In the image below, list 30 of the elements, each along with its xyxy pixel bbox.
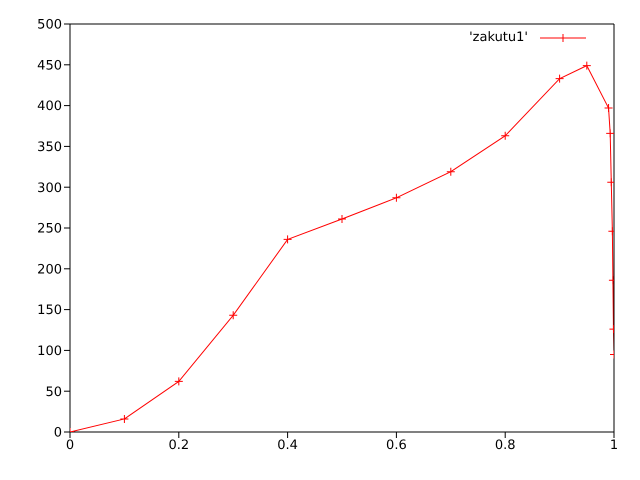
point — [174, 376, 184, 386]
x-tick-label: 0.2 — [168, 438, 190, 454]
y-tick-label: 50 — [45, 384, 62, 400]
point — [500, 131, 510, 140]
point — [392, 193, 401, 202]
x-tick-label: 0.8 — [494, 438, 516, 454]
point — [446, 167, 456, 176]
y-tick-label: 500 — [37, 18, 62, 33]
x-tick-label: 0.6 — [386, 438, 407, 454]
point — [582, 61, 592, 70]
y-tick-label: 200 — [37, 262, 62, 278]
y-tick-label: 300 — [37, 180, 62, 196]
point — [606, 128, 614, 138]
x-tick-label: 0 — [66, 438, 74, 454]
point — [283, 234, 292, 244]
y-tick-label: 400 — [37, 99, 62, 114]
y-tick-label: 250 — [37, 222, 62, 237]
point — [338, 214, 346, 224]
point — [604, 104, 614, 113]
point — [120, 414, 129, 424]
x-tick-label: 0.4 — [277, 438, 298, 454]
x-tick-label: 1 — [610, 438, 618, 454]
y-tick-label: 350 — [37, 140, 62, 156]
point — [555, 74, 564, 84]
legend-label: 'zakutu1' — [469, 30, 528, 45]
y-tick-label: 0 — [54, 426, 62, 441]
point — [228, 310, 238, 320]
y-tick-label: 450 — [37, 58, 62, 74]
y-tick-label: 100 — [37, 344, 62, 360]
y-tick-label: 150 — [37, 303, 62, 318]
